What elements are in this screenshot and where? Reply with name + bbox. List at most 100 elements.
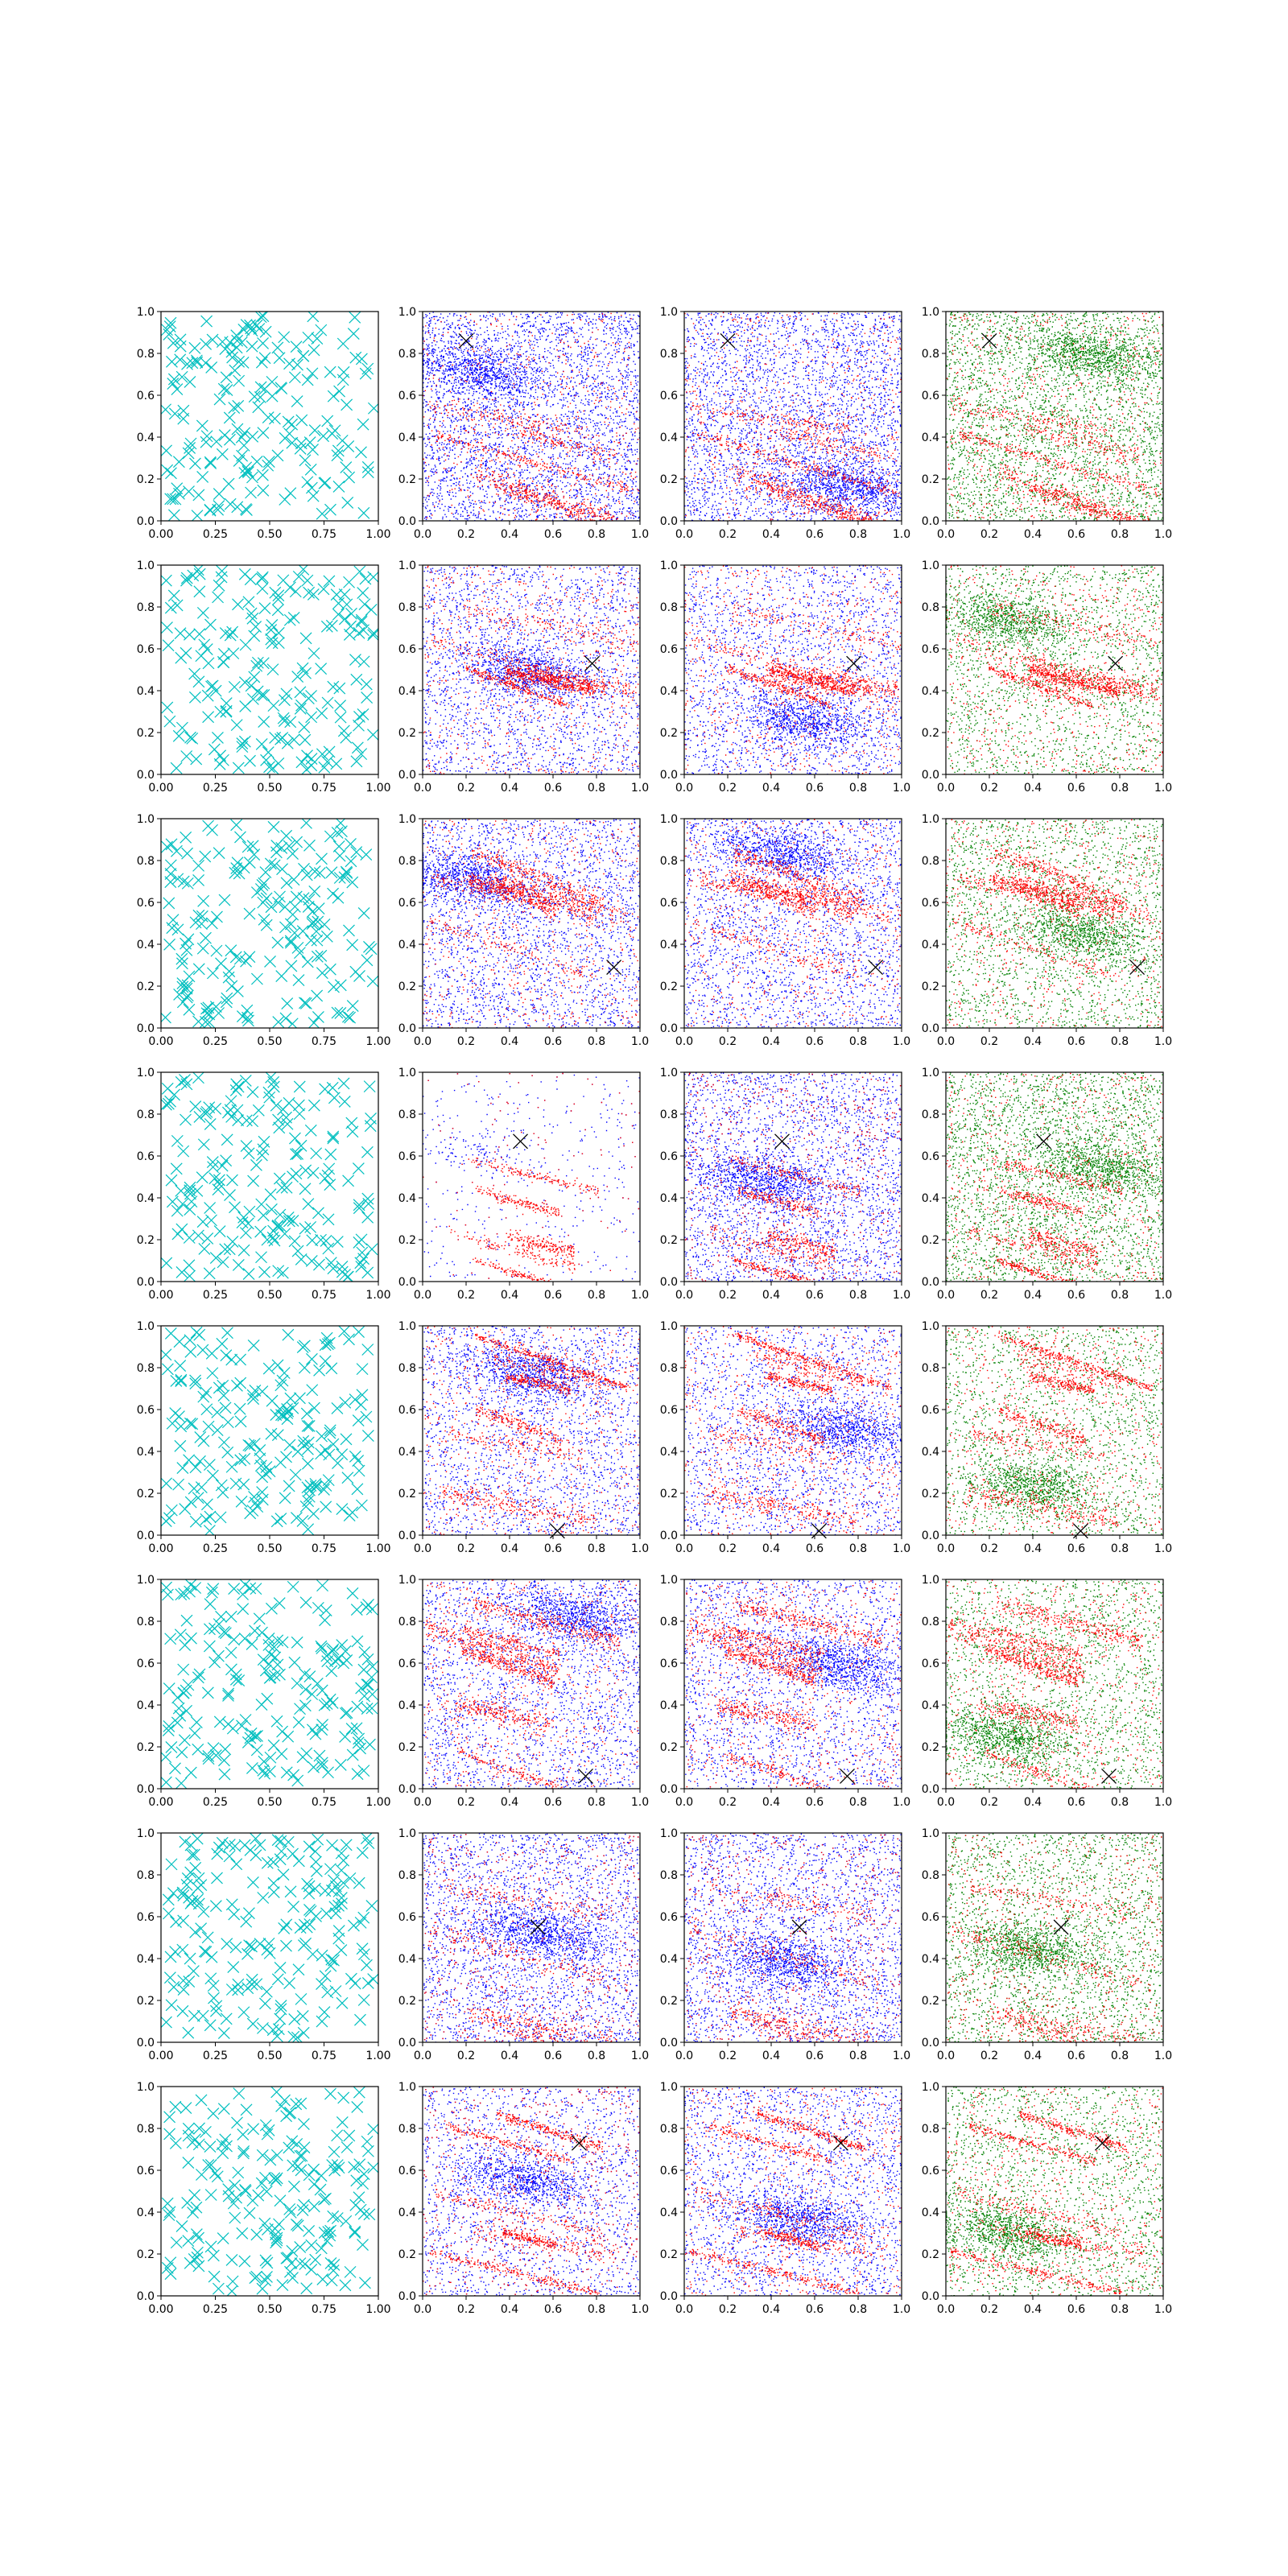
data-point-marker [323,1214,334,1225]
y-tick-label: 0.6 [398,1404,416,1417]
data-point-marker [237,1720,248,1732]
x-tick-label: 1.0 [1154,2303,1172,2316]
data-point-marker [259,353,270,364]
data-point-marker [253,2190,264,2201]
y-tick-label: 0.2 [660,1234,678,1247]
y-tick-label: 0.8 [660,855,678,868]
data-point-marker [171,384,183,395]
data-point-marker [178,1975,189,1986]
axes-frame [161,1833,378,2042]
data-point-marker [219,894,230,906]
x-tick-label: 0.2 [457,2303,475,2316]
x-tick-label: 0.0 [937,1289,955,1302]
y-tick-label: 0.6 [660,1404,678,1417]
subplot-r4-c1: 0.00 0.25 0.50 0.75 1.000.00.20.40.60.81.0 [137,1067,391,1302]
y-tick-label: 0.0 [398,2037,416,2050]
data-point-marker [349,312,361,323]
data-point-marker [305,1125,316,1136]
data-point-marker [320,1885,331,1897]
y-tick-label: 0.2 [137,1995,155,2008]
data-point-marker [335,712,346,723]
data-point-marker [221,1327,233,1339]
data-point-marker [212,2171,223,2182]
x-tick-label: 1.0 [631,1289,649,1302]
y-tick-label: 0.2 [660,980,678,993]
data-point-marker [352,2101,363,2112]
y-tick-label: 0.6 [137,2165,155,2178]
data-point-marker [285,1393,296,1404]
data-point-marker [187,1418,198,1430]
data-point-marker [241,505,252,516]
data-point-marker [184,1232,195,1243]
data-point-marker [192,510,203,522]
data-point-marker [242,1218,254,1229]
y-tick-label: 1.0 [398,559,416,572]
y-tick-label: 0.2 [398,1234,416,1247]
data-point-marker [356,749,367,760]
x-tick-label: 0.0 [937,528,955,541]
data-point-marker [175,652,187,663]
x-tick-label: 1.00 [365,782,390,795]
y-tick-label: 1.0 [137,1320,155,1333]
data-point-marker [331,758,342,770]
data-point-marker [165,2268,176,2280]
data-point-marker [238,2145,250,2157]
x-tick-label: 0.8 [1111,1289,1129,1302]
plot-area [946,2087,1164,2297]
data-point-marker [314,868,325,879]
data-point-marker [238,1245,250,1256]
query-marker [1108,656,1123,671]
plot-area [684,1579,902,1802]
data-point-marker [160,404,171,415]
data-point-marker [362,1212,374,1223]
data-point-marker [197,2010,208,2021]
data-point-marker [321,931,332,942]
data-point-marker [201,1106,213,1117]
data-point-marker [330,1986,341,1997]
plot-area [160,311,380,522]
data-point-marker [299,1183,311,1195]
data-point-marker [306,690,317,701]
y-tick-label: 0.0 [137,515,155,528]
data-point-marker [175,628,186,639]
y-tick-label: 0.2 [922,2248,939,2261]
x-tick-label: 1.0 [631,528,649,541]
data-point-marker [217,1487,229,1498]
data-point-marker [259,1998,270,2009]
x-tick-label: 1.0 [631,2303,649,2316]
data-point-marker [180,1504,191,1515]
x-tick-label: 0.4 [762,782,780,795]
y-tick-label: 0.0 [922,2037,939,2050]
data-point-marker [217,2233,229,2244]
data-point-marker [241,2104,252,2116]
data-point-marker [365,1121,376,1132]
data-point-marker [184,1953,196,1964]
subplot-r2-c3: 0.0 0.2 0.4 0.6 0.8 1.00.00.20.40.60.81.0 [660,559,910,795]
data-point-marker [200,2126,211,2137]
y-tick-label: 0.8 [922,601,939,614]
y-tick-label: 0.4 [398,685,416,698]
data-point-marker [196,1482,207,1493]
plot-area [160,1326,374,1537]
data-point-marker [361,1833,372,1844]
x-tick-label: 0.2 [980,1796,998,1809]
data-point-marker [197,1216,208,1228]
query-marker [572,2136,586,2150]
subplot-r2-c1: 0.00 0.25 0.50 0.75 1.000.00.20.40.60.81.0 [137,559,391,795]
data-point-marker [218,1755,229,1766]
data-point-marker [257,572,268,583]
data-point-marker [267,762,279,774]
data-point-marker [322,1987,333,1998]
data-point-marker [293,1100,304,1111]
data-point-marker [262,747,274,758]
data-point-marker [292,1245,303,1257]
data-point-marker [206,1587,217,1598]
y-tick-label: 0.8 [137,1869,155,1882]
data-point-marker [237,2227,248,2239]
data-point-marker [362,1430,374,1442]
data-point-marker [368,627,379,638]
y-tick-label: 0.2 [137,727,155,740]
x-tick-label: 1.0 [893,1796,910,1809]
y-tick-label: 0.0 [922,515,939,528]
y-tick-label: 0.2 [660,727,678,740]
